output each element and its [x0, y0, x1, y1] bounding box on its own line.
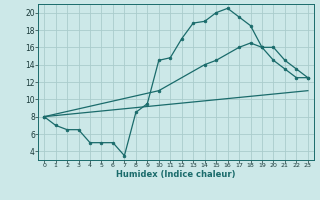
X-axis label: Humidex (Indice chaleur): Humidex (Indice chaleur)	[116, 170, 236, 179]
